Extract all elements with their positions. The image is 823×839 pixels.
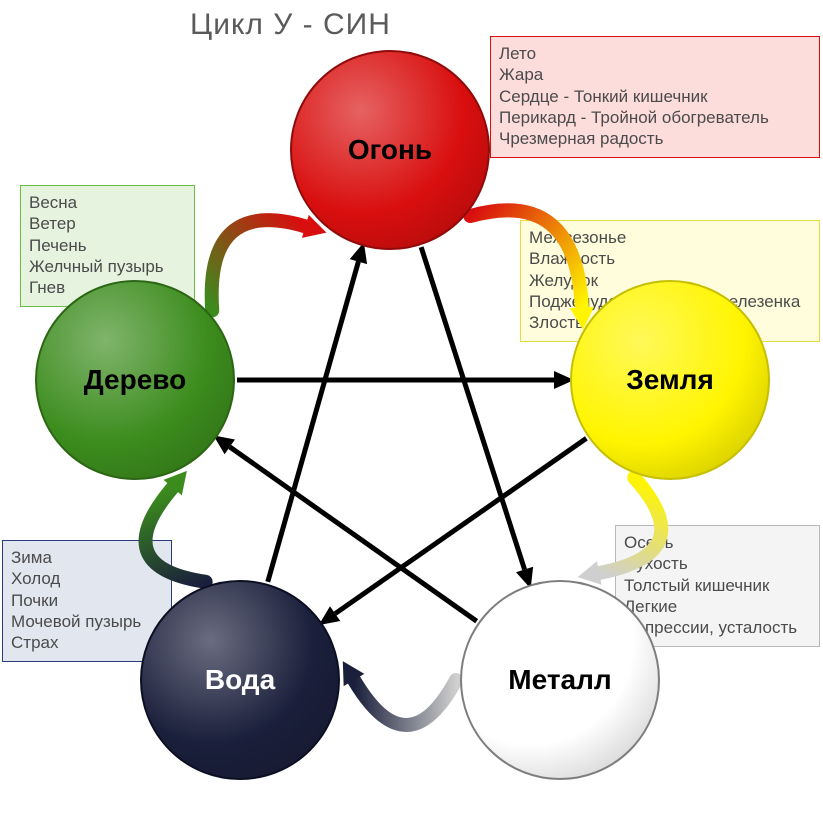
star-arrow-water-fire bbox=[268, 262, 359, 582]
infobox-line: Сухость bbox=[624, 553, 809, 574]
wu-xing-diagram: { "canvas": { "width": 823, "height": 83… bbox=[0, 0, 823, 839]
infobox-line: Весна bbox=[29, 192, 184, 213]
infobox-line: Зима bbox=[11, 547, 161, 568]
infobox-line: Страх bbox=[11, 632, 161, 653]
infobox-line: Сердце - Тонкий кишечник bbox=[499, 86, 809, 107]
diagram-title: Цикл У - СИН bbox=[190, 8, 391, 42]
node-metal-label: Металл bbox=[508, 664, 611, 696]
node-earth-label: Земля bbox=[626, 364, 714, 396]
infobox-line: Депрессии, усталость bbox=[624, 617, 809, 638]
infobox-line: Жара bbox=[499, 64, 809, 85]
infobox-line: Чрезмерная радость bbox=[499, 128, 809, 149]
infobox-line: Желчный пузырь bbox=[29, 256, 184, 277]
node-water: Вода bbox=[140, 580, 340, 780]
infobox-line: Легкие bbox=[624, 596, 809, 617]
node-metal: Металл bbox=[460, 580, 660, 780]
node-fire-label: Огонь bbox=[348, 134, 432, 166]
infobox-line: Почки bbox=[11, 590, 161, 611]
node-fire: Огонь bbox=[290, 50, 490, 250]
node-wood: Дерево bbox=[35, 280, 235, 480]
infobox-line: Межсезонье bbox=[529, 227, 809, 248]
infobox-line: Мочевой пузырь bbox=[11, 611, 161, 632]
outer-arrow-wood-to-fire bbox=[212, 220, 306, 310]
node-wood-label: Дерево bbox=[84, 364, 186, 396]
outer-arrow-head-metal-to-water bbox=[343, 661, 365, 686]
infobox-fire: ЛетоЖараСердце - Тонкий кишечникПерикард… bbox=[490, 36, 820, 158]
infobox-line: Влажность bbox=[529, 248, 809, 269]
infobox-line: Холод bbox=[11, 568, 161, 589]
star-arrow-fire-metal bbox=[421, 247, 524, 569]
infobox-line: Ветер bbox=[29, 213, 184, 234]
outer-arrow-head-earth-to-metal bbox=[578, 561, 602, 585]
star-arrow-head-metal-wood bbox=[213, 435, 235, 454]
outer-arrow-metal-to-water bbox=[354, 680, 456, 725]
infobox-line: Лето bbox=[499, 43, 809, 64]
node-water-label: Вода bbox=[205, 664, 275, 696]
infobox-line: Печень bbox=[29, 235, 184, 256]
infobox-line: Перикард - Тройной обогреватель bbox=[499, 107, 809, 128]
infobox-line: Толстый кишечник bbox=[624, 575, 809, 596]
node-earth: Земля bbox=[570, 280, 770, 480]
infobox-line: Осень bbox=[624, 532, 809, 553]
